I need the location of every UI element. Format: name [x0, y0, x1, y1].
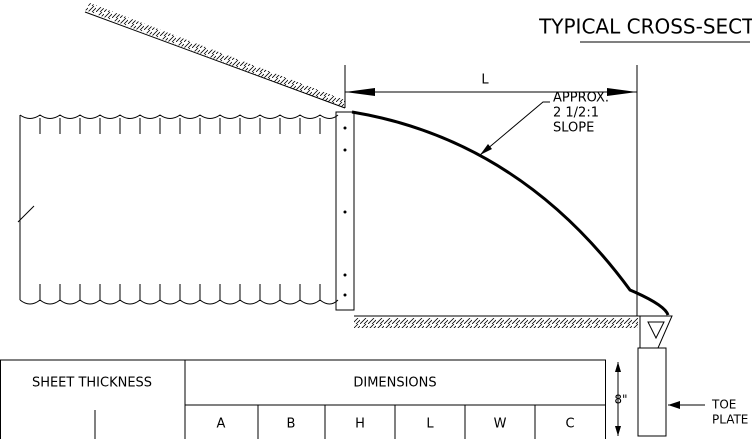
table-header: SHEET THICKNESS [32, 376, 152, 391]
column-header: A [217, 417, 226, 432]
slope-note: APPROX. [553, 91, 609, 106]
column-header: C [565, 417, 574, 432]
leader-arrow [480, 144, 492, 155]
column-header: L [426, 417, 434, 432]
column-header: W [494, 417, 507, 432]
toe-triangle [647, 321, 665, 340]
bolts [343, 126, 347, 297]
slope-hatch [85, 3, 345, 108]
dimension-arrows [345, 88, 637, 96]
table-header: DIMENSIONS [353, 376, 436, 391]
column-header: H [355, 417, 365, 432]
pipe-top [19, 114, 339, 119]
flared-edge [351, 110, 670, 316]
toe-note: TOE [711, 398, 736, 412]
ground-hatch [354, 318, 638, 328]
table-grid [0, 359, 606, 439]
corrugations [39, 118, 321, 300]
end-plate [335, 111, 355, 311]
leader [479, 101, 550, 156]
leader-arrow [668, 401, 680, 409]
slope-note: SLOPE [553, 121, 594, 136]
slope-note: 2 1/2:1 [553, 106, 599, 121]
slope-line [84, 11, 346, 109]
toe-plate [637, 347, 667, 437]
toe [639, 315, 673, 349]
title: TYPICAL CROSS-SECTION [538, 15, 752, 39]
dimension-label: L [481, 73, 489, 88]
column-header: B [287, 417, 296, 432]
toe-height: 8" [614, 393, 627, 407]
pipe-bottom [19, 299, 339, 305]
toe-note: PLATE [712, 413, 748, 427]
break-mark [17, 205, 35, 223]
